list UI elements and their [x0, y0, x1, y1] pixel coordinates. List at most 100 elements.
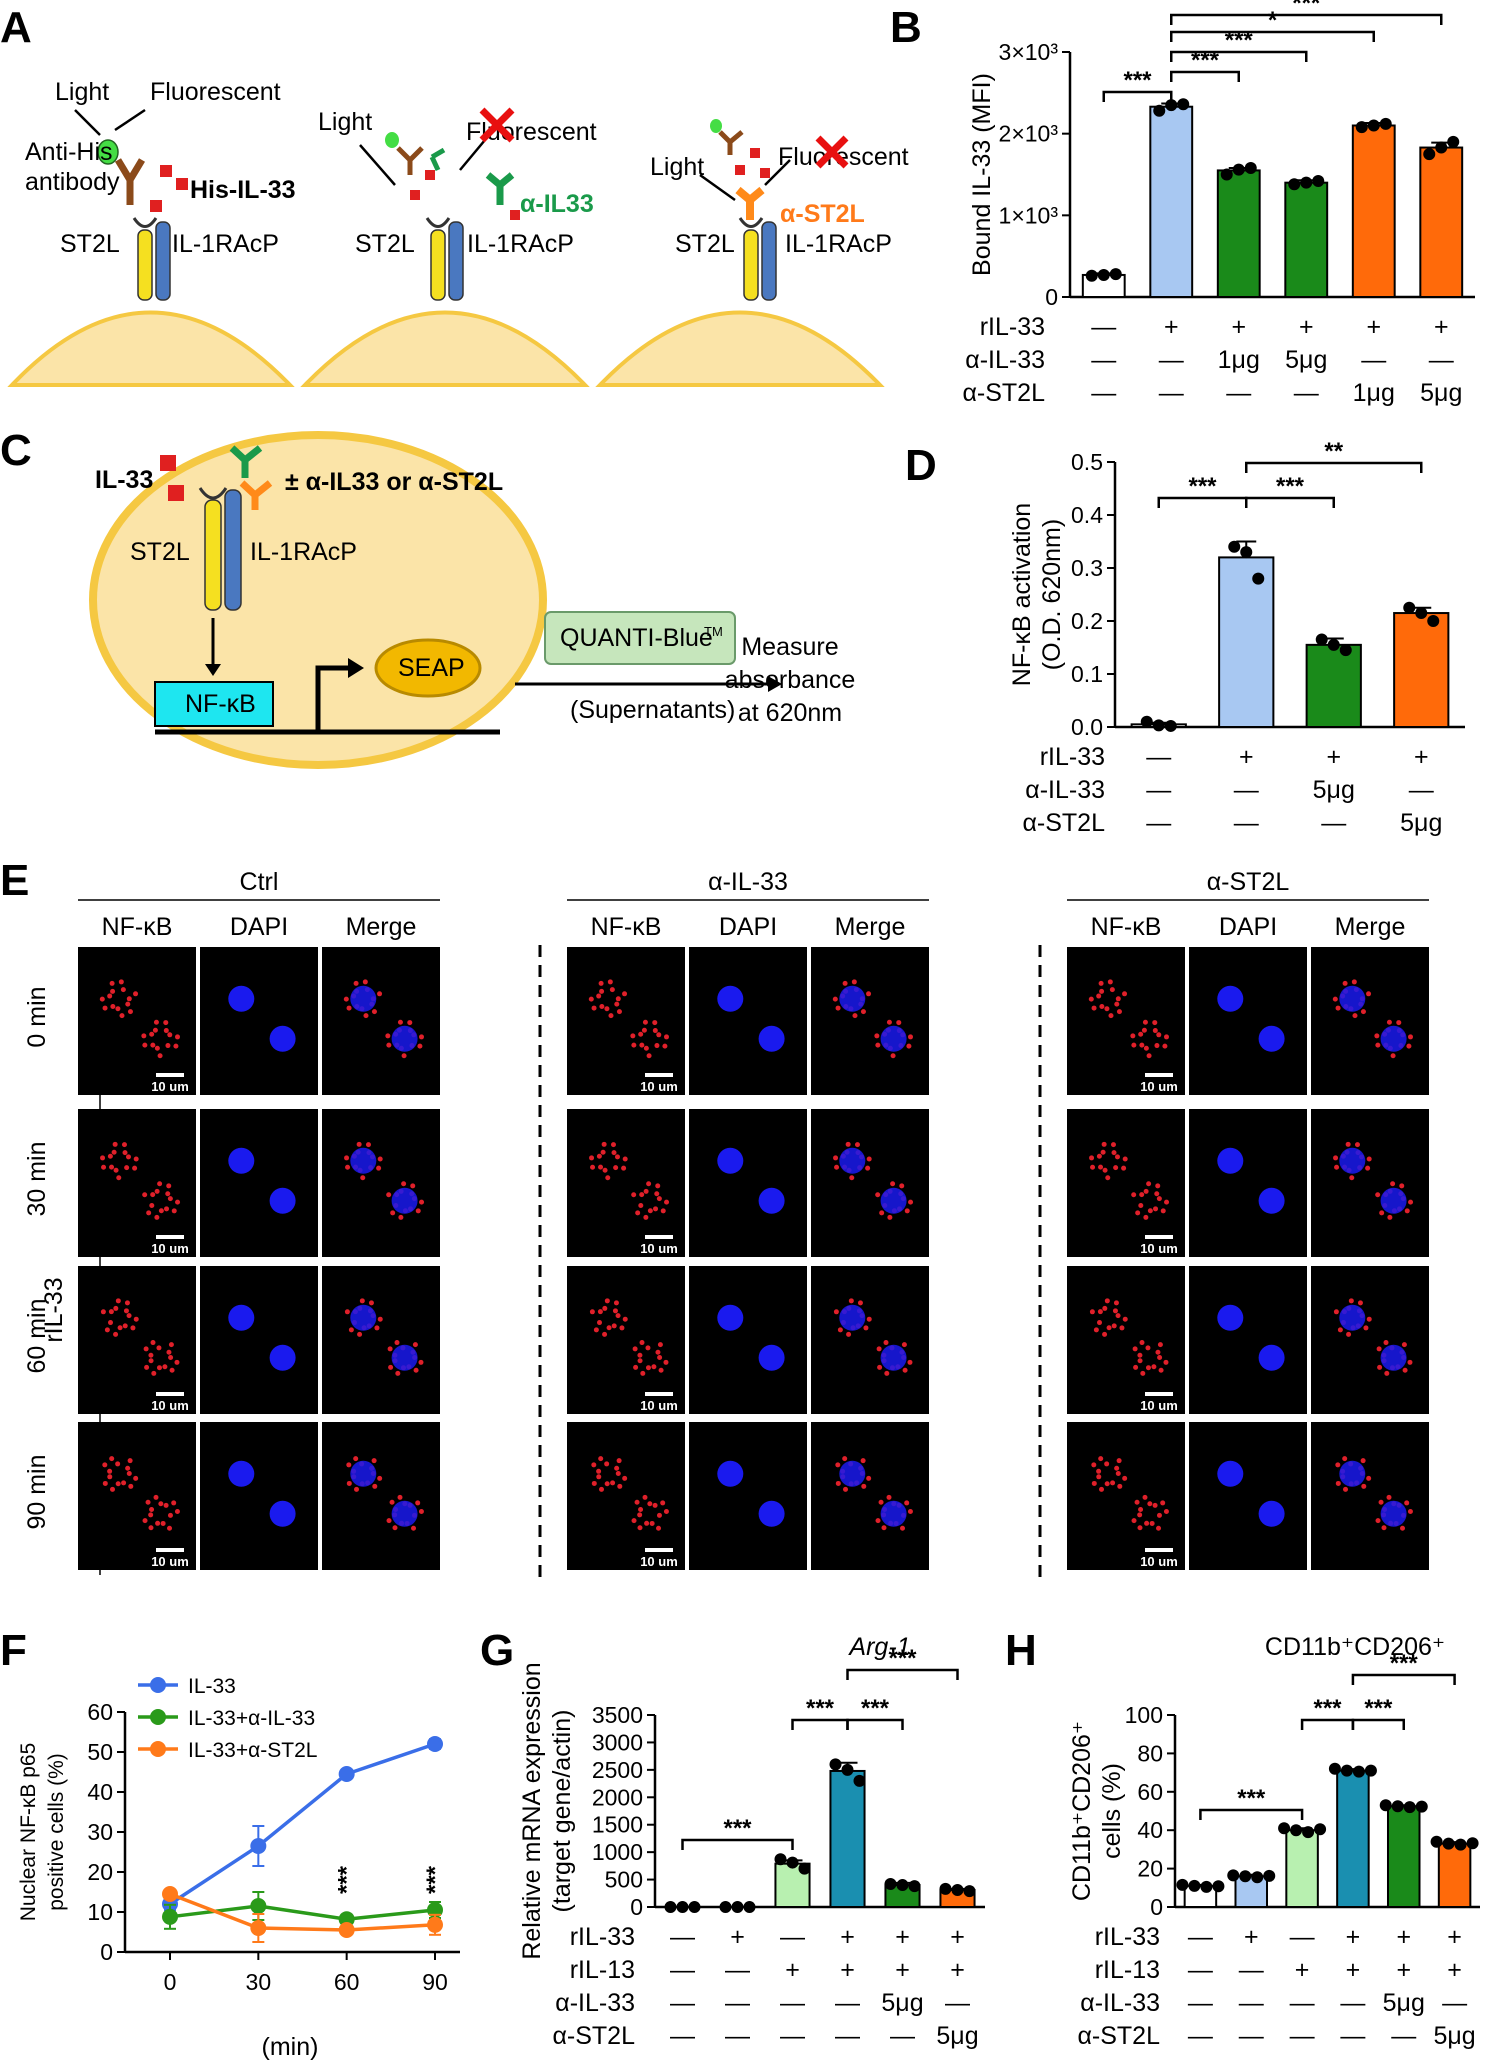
nfkb-spot [1131, 1518, 1137, 1524]
nfkb-spot [596, 1468, 602, 1474]
nucleus [269, 1344, 296, 1371]
nfkb-spot [1156, 1032, 1162, 1038]
nfkb-spot [605, 1175, 611, 1181]
antibody-icon [239, 480, 273, 510]
condition-value: — [725, 1956, 750, 1984]
nfkb-spot [638, 1203, 644, 1209]
nfkb-spot [1357, 1300, 1363, 1306]
significance-label: *** [723, 1815, 752, 1842]
nfkb-spot [154, 1045, 160, 1051]
panel-e-microscopy: rIL-33 Ctrl NF-κB 10 um 10 um 10 um 10 um DAPI… [23, 868, 1429, 1580]
nfkb-spot [1365, 1165, 1371, 1171]
legend-marker [150, 1709, 166, 1725]
nfkb-spot [860, 1458, 866, 1464]
nfkb-spot [124, 1165, 130, 1171]
significance-label: *** [1276, 473, 1305, 500]
y-tick-label: 40 [1137, 1817, 1163, 1843]
condition-value: + [1434, 313, 1449, 341]
micrograph-tile [1067, 1266, 1185, 1414]
nfkb-spot [1096, 993, 1102, 999]
nfkb-spot [1111, 1323, 1117, 1329]
condition-value: + [1396, 1956, 1411, 1984]
data-point [1252, 572, 1265, 585]
y-axis-label: Nuclear NF-κB p65 [17, 1743, 40, 1922]
nfkb-spot [1122, 991, 1128, 997]
nfkb-spot [413, 1367, 419, 1373]
light-label: Light [318, 108, 372, 136]
nfkb-spot [655, 1349, 661, 1355]
nfkb-spot [604, 1461, 610, 1467]
nfkb-spot [1134, 1499, 1140, 1505]
data-point [1244, 161, 1257, 174]
condition-value: — [1290, 2022, 1315, 2050]
nucleus [880, 1500, 907, 1527]
channel-label: NF-κB [1091, 913, 1162, 941]
nfkb-spot [377, 1316, 383, 1322]
channel-label: DAPI [719, 913, 777, 941]
chart-title: Arg-1 [847, 1633, 910, 1661]
condition-label: α-IL-33 [555, 1989, 635, 2017]
nfkb-spot [354, 1486, 360, 1492]
bar [1234, 1875, 1269, 1909]
significance-label: *** [888, 1645, 917, 1672]
nfkb-spot [1354, 1142, 1360, 1148]
nfkb-spot [353, 1456, 359, 1462]
nfkb-spot [663, 1508, 669, 1514]
cell-membrane-icon [7, 310, 295, 387]
nfkb-spot [377, 1156, 383, 1162]
nfkb-spot [1141, 1027, 1147, 1033]
nfkb-spot [1091, 1462, 1097, 1468]
nfkb-spot [846, 1331, 852, 1337]
nfkb-spot [401, 1053, 407, 1059]
micrograph-tile [567, 1109, 685, 1257]
his-il33-label: His-IL-33 [190, 176, 296, 204]
nfkb-spot [107, 993, 113, 999]
nfkb-spot [641, 1027, 647, 1033]
nfkb-spot [109, 980, 115, 986]
chart-panel-f: 0 10 20 30 40 50 60 0 30 60 90 (min) Nuclear NF-κB p… [17, 1675, 460, 2061]
nfkb-spot [345, 1164, 351, 1170]
y-tick-label: 0 [100, 1939, 113, 1965]
nfkb-spot [142, 1042, 148, 1048]
nfkb-spot [1105, 1175, 1111, 1181]
significance-label: *** [1123, 67, 1152, 94]
nfkb-spot [126, 996, 132, 1002]
nfkb-spot [1154, 1043, 1160, 1049]
nfkb-spot [1137, 1525, 1143, 1531]
nfkb-spot [1153, 1206, 1159, 1212]
nfkb-spot [1146, 1181, 1152, 1187]
nfkb-spot [142, 1518, 148, 1524]
nfkb-spot [1160, 1500, 1166, 1506]
nfkb-spot [418, 1359, 424, 1365]
micrograph-tile [689, 1266, 807, 1414]
condition-value: + [895, 1956, 910, 1984]
y-tick-label: 80 [1137, 1740, 1163, 1766]
condition-value: — [1159, 346, 1184, 374]
data-point [1415, 607, 1428, 620]
nfkb-spot [356, 1141, 362, 1147]
nfkb-spot [1119, 1325, 1125, 1331]
a-st2l-label: α-ST2L [780, 200, 865, 228]
data-point [1415, 1800, 1428, 1813]
nfkb-spot [154, 1188, 160, 1194]
nfkb-spot [386, 1518, 392, 1524]
y-tick-label: 0.2 [1071, 608, 1103, 634]
nfkb-spot [110, 1003, 116, 1009]
data-point [1302, 1826, 1315, 1839]
y-tick-label: 30 [87, 1819, 113, 1845]
nfkb-spot [1139, 1192, 1145, 1198]
nfkb-spot [645, 1365, 651, 1371]
condition-value: + [1295, 1956, 1310, 1984]
condition-value: + [1326, 743, 1341, 771]
condition-value: — [1091, 346, 1116, 374]
data-point [1227, 1869, 1240, 1882]
y-axis-label: Relative mRNA expression [518, 1662, 546, 1959]
nfkb-spot [908, 1199, 914, 1205]
nfkb-spot [166, 1349, 172, 1355]
condition-value: + [1164, 313, 1179, 341]
nfkb-spot [613, 1300, 619, 1306]
y-tick-label: 0.1 [1071, 661, 1103, 687]
nfkb-spot [1335, 1462, 1341, 1468]
scale-bar [156, 1392, 184, 1396]
